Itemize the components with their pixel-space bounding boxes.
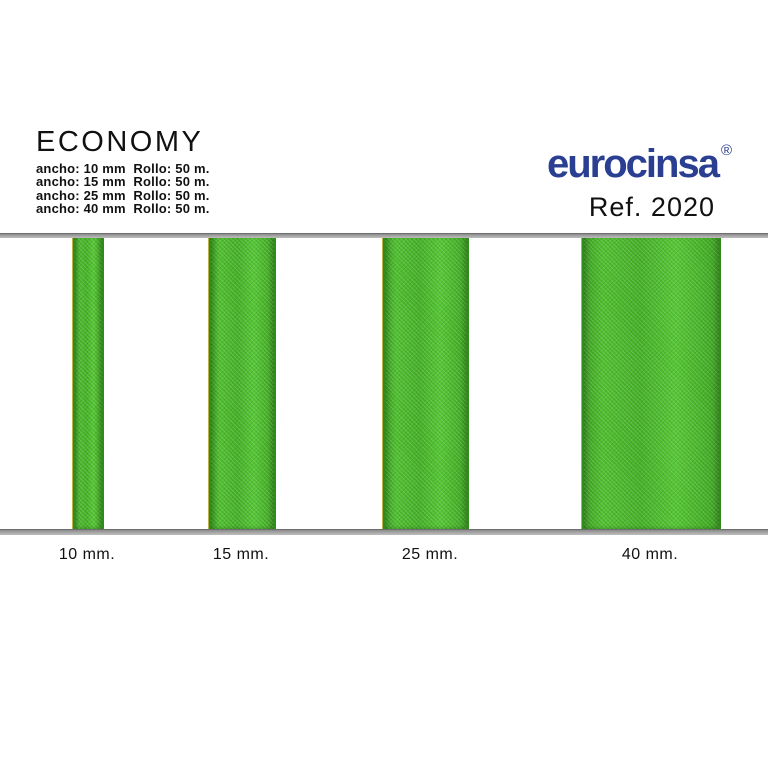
brand-logo: eurocinsa ®: [547, 130, 732, 185]
ribbon-40mm: [582, 236, 721, 529]
ribbon-10mm: [73, 236, 104, 529]
ribbon-label-40mm: 40 mm.: [621, 546, 679, 563]
reference-number: Ref. 2020: [588, 192, 715, 222]
ribbon-15mm: [209, 236, 276, 529]
brand-block: eurocinsa ® Ref. 2020: [547, 130, 732, 223]
ribbon-label-10mm: 10 mm.: [58, 546, 116, 563]
brand-logo-text: eurocinsa: [546, 142, 720, 186]
ribbon-label-25mm: 25 mm.: [401, 546, 459, 563]
spec-list: ancho: 10 mm Rollo: 50 m. ancho: 15 mm R…: [36, 162, 210, 216]
spec-line: ancho: 10 mm Rollo: 50 m.: [36, 161, 210, 176]
spec-line: ancho: 25 mm Rollo: 50 m.: [36, 187, 210, 203]
bottom-rule: [0, 529, 768, 535]
page-title: ECONOMY: [36, 126, 204, 158]
ribbon-label-15mm: 15 mm.: [212, 546, 270, 563]
registered-trademark-icon: ®: [720, 142, 732, 159]
top-rule: [0, 233, 768, 238]
spec-line: ancho: 15 mm Rollo: 50 m.: [36, 174, 210, 190]
ribbon-25mm: [383, 236, 469, 529]
spec-line: ancho: 40 mm Rollo: 50 m.: [36, 201, 210, 217]
